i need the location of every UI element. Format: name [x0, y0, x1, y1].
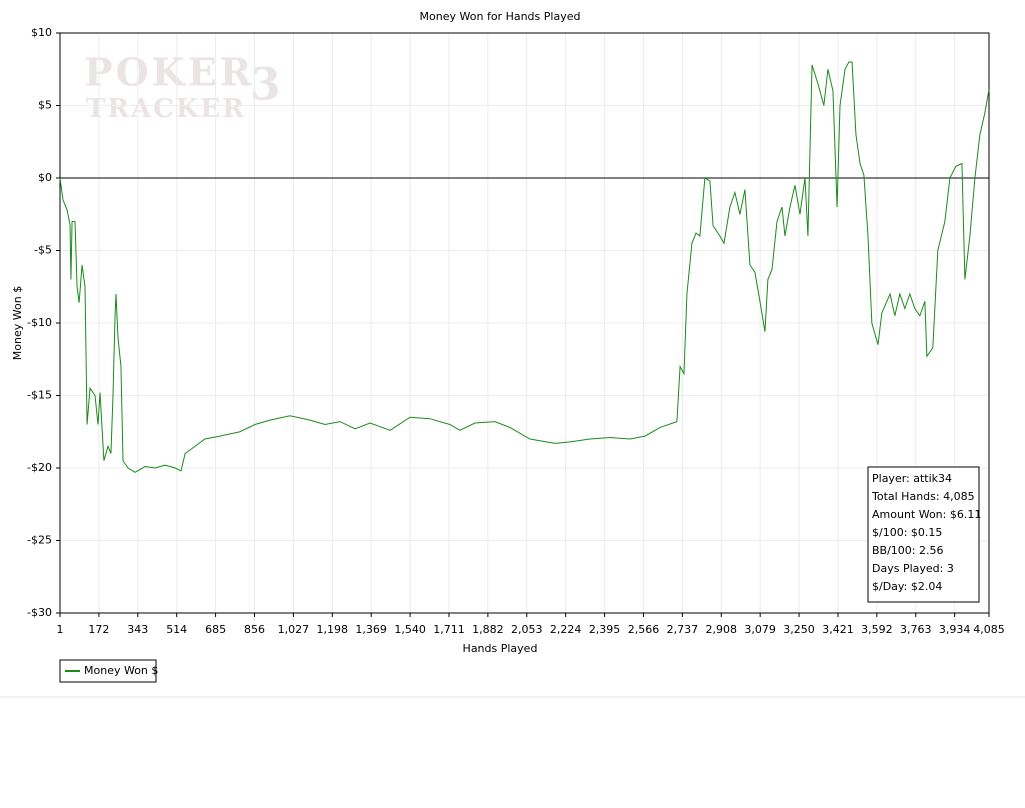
x-tick-label: 514	[166, 623, 187, 636]
x-tick-label: 685	[205, 623, 226, 636]
info-line: $/100: $0.15	[872, 526, 942, 539]
info-line: Player: attik34	[872, 472, 952, 485]
x-tick-label: 856	[244, 623, 265, 636]
y-tick-label: $5	[38, 99, 52, 112]
x-tick-label: 2,908	[706, 623, 738, 636]
x-tick-label: 1,711	[433, 623, 465, 636]
x-tick-label: 4,085	[973, 623, 1005, 636]
y-tick-label: -$25	[27, 534, 52, 547]
x-tick-label: 1,027	[278, 623, 310, 636]
data-line	[59, 61, 990, 473]
y-tick-label: -$30	[27, 606, 52, 619]
info-box	[867, 466, 980, 603]
x-tick-label: 2,224	[550, 623, 582, 636]
y-tick-label: -$10	[27, 316, 52, 329]
info-line: BB/100: 2.56	[872, 544, 944, 557]
x-tick-label: 1,198	[317, 623, 349, 636]
info-line: Amount Won: $6.11	[872, 508, 981, 521]
info-line: $/Day: $2.04	[872, 580, 942, 593]
x-tick-label: 343	[127, 623, 148, 636]
plot-frame	[59, 32, 990, 614]
x-tick-label: 1,882	[472, 623, 504, 636]
x-tick-label: 2,395	[589, 623, 621, 636]
x-tick-label: 3,421	[822, 623, 854, 636]
x-tick-label: 3,079	[744, 623, 776, 636]
x-tick-label: 1	[57, 623, 64, 636]
watermark: POKER	[84, 50, 254, 95]
info-line: Total Hands: 4,085	[871, 490, 975, 503]
y-tick-label: $10	[31, 26, 52, 39]
x-axis-label: Hands Played	[463, 642, 538, 655]
watermark: TRACKER	[86, 94, 246, 124]
x-tick-label: 3,592	[861, 623, 893, 636]
x-tick-label: 3,934	[939, 623, 971, 636]
chart-title: Money Won for Hands Played	[420, 10, 581, 23]
y-tick-label: -$5	[34, 244, 52, 257]
y-tick-label: -$20	[27, 461, 52, 474]
x-tick-label: 172	[88, 623, 109, 636]
x-tick-label: 3,250	[783, 623, 815, 636]
x-tick-label: 1,540	[394, 623, 426, 636]
legend-box	[59, 659, 157, 683]
info-line: Days Played: 3	[872, 562, 954, 575]
legend-label: Money Won $	[84, 664, 158, 677]
x-tick-label: 3,763	[900, 623, 932, 636]
y-axis-label: Money Won $	[11, 286, 24, 360]
x-tick-label: 2,566	[628, 623, 660, 636]
watermark: 3	[250, 60, 281, 111]
x-tick-label: 2,737	[667, 623, 699, 636]
y-tick-label: -$15	[27, 389, 52, 402]
y-tick-label: $0	[38, 171, 52, 184]
x-tick-label: 1,369	[355, 623, 387, 636]
x-tick-label: 2,053	[511, 623, 543, 636]
